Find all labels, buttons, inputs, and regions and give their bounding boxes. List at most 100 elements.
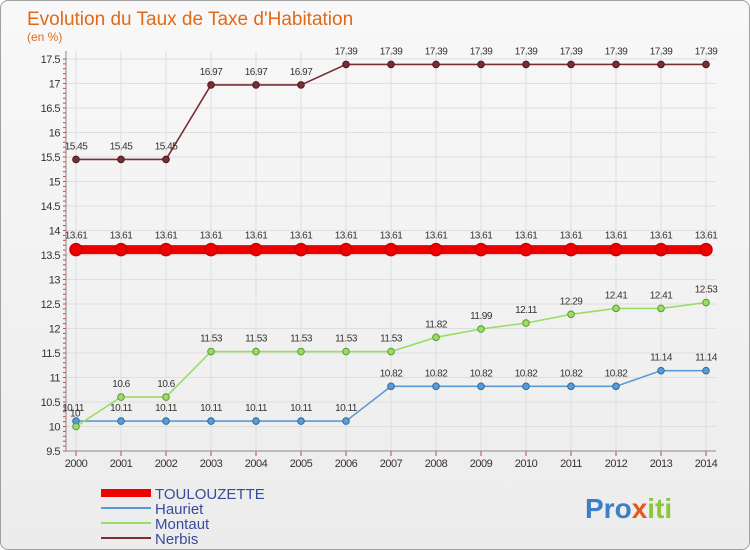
y-tick-label: 12.5: [41, 299, 61, 311]
data-label: 13.61: [560, 231, 583, 242]
data-point: [432, 382, 440, 391]
data-label: 13.61: [290, 231, 313, 242]
data-point: [69, 242, 83, 257]
x-tick-label: 2014: [695, 458, 718, 470]
x-tick-label: 2013: [650, 458, 673, 470]
data-label: 11.53: [380, 334, 403, 345]
axes: [63, 51, 716, 456]
data-point: [567, 310, 575, 319]
data-label: 10.11: [200, 403, 223, 414]
data-label: 10.11: [62, 403, 85, 414]
x-tick-label: 2004: [245, 458, 268, 470]
data-point: [612, 304, 620, 313]
x-tick-label: 2008: [425, 458, 448, 470]
data-label: 13.61: [380, 231, 403, 242]
data-label: 15.45: [65, 141, 88, 152]
data-point: [564, 242, 578, 257]
data-point: [342, 417, 350, 425]
y-tick-label: 14: [49, 226, 61, 238]
data-point: [519, 242, 533, 257]
data-point: [207, 417, 215, 425]
data-point: [612, 382, 620, 391]
data-label: 12.41: [605, 290, 628, 301]
data-label: 11.14: [695, 353, 718, 364]
data-label: 13.61: [605, 231, 628, 242]
logo-part-iti: iti: [647, 493, 672, 524]
data-point: [162, 393, 170, 401]
data-label: 10.6: [157, 379, 175, 390]
data-label: 13.61: [335, 231, 358, 242]
data-label: 13.61: [110, 231, 133, 242]
data-point: [384, 242, 398, 257]
data-point: [249, 242, 263, 257]
data-point: [72, 155, 80, 164]
data-point: [387, 60, 395, 69]
data-point: [702, 60, 710, 69]
data-label: 17.39: [470, 46, 493, 57]
data-label: 13.61: [650, 231, 673, 242]
data-point: [114, 242, 128, 257]
data-label: 10: [70, 409, 81, 420]
chart-title: Evolution du Taux de Taxe d'Habitation: [27, 9, 353, 30]
data-label: 13.61: [245, 231, 268, 242]
x-tick-label: 2012: [605, 458, 628, 470]
data-point: [204, 242, 218, 257]
data-point: [567, 382, 575, 391]
data-point: [702, 366, 710, 375]
data-label: 13.61: [515, 231, 538, 242]
data-point: [432, 60, 440, 69]
data-label: 16.97: [290, 67, 313, 78]
y-tick-label: 15.5: [41, 152, 61, 164]
data-label: 10.82: [605, 368, 628, 379]
data-label: 10.11: [110, 403, 133, 414]
data-point: [609, 242, 623, 257]
data-label: 11.53: [335, 334, 358, 345]
data-label: 13.61: [65, 231, 88, 242]
data-label: 10.82: [560, 368, 583, 379]
y-tick-label: 11: [50, 373, 61, 385]
data-label: 11.99: [470, 311, 493, 322]
data-point: [474, 242, 488, 257]
y-axis-ticks: 9.5 10 10.5 11 11.5 12 12.5 13 13.5 14 14.5 15 15.5 1…: [41, 54, 61, 458]
legend-label-toulouzette: TOULOUZETTE: [155, 486, 265, 503]
data-point: [342, 60, 350, 69]
data-label: 11.53: [245, 334, 268, 345]
data-point: [429, 242, 443, 257]
data-point: [387, 382, 395, 391]
data-label: 17.39: [380, 46, 403, 57]
data-point: [477, 60, 485, 69]
data-label: 11.53: [290, 334, 313, 345]
data-label: 11.14: [650, 353, 673, 364]
data-point: [159, 242, 173, 257]
data-point: [342, 347, 350, 356]
data-label: 13.61: [200, 231, 223, 242]
y-tick-label: 13.5: [41, 250, 61, 262]
data-label: 11.82: [425, 319, 448, 330]
data-point: [522, 319, 530, 327]
data-point: [297, 347, 305, 356]
y-tick-label: 12: [49, 324, 61, 336]
data-point: [657, 60, 665, 69]
logo-part-pro: Pro: [585, 493, 632, 524]
logo-part-x: x: [632, 493, 648, 524]
data-point: [522, 60, 530, 69]
y-tick-label: 13: [49, 275, 61, 287]
data-label: 10.82: [425, 368, 448, 379]
data-point: [477, 382, 485, 391]
y-tick-label: 16: [49, 128, 61, 140]
data-label: 11.53: [200, 334, 223, 345]
data-label: 16.97: [200, 67, 223, 78]
data-label: 13.61: [425, 231, 448, 242]
data-label: 13.61: [695, 231, 718, 242]
data-label: 17.39: [425, 46, 448, 57]
data-label: 10.82: [515, 368, 538, 379]
data-label: 13.61: [155, 231, 178, 242]
data-label: 12.29: [560, 296, 583, 307]
x-tick-label: 2002: [155, 458, 178, 470]
data-point: [432, 333, 440, 342]
data-point: [252, 81, 260, 89]
data-label: 15.45: [110, 141, 133, 152]
y-axis-unit-label: (en %): [27, 30, 62, 44]
